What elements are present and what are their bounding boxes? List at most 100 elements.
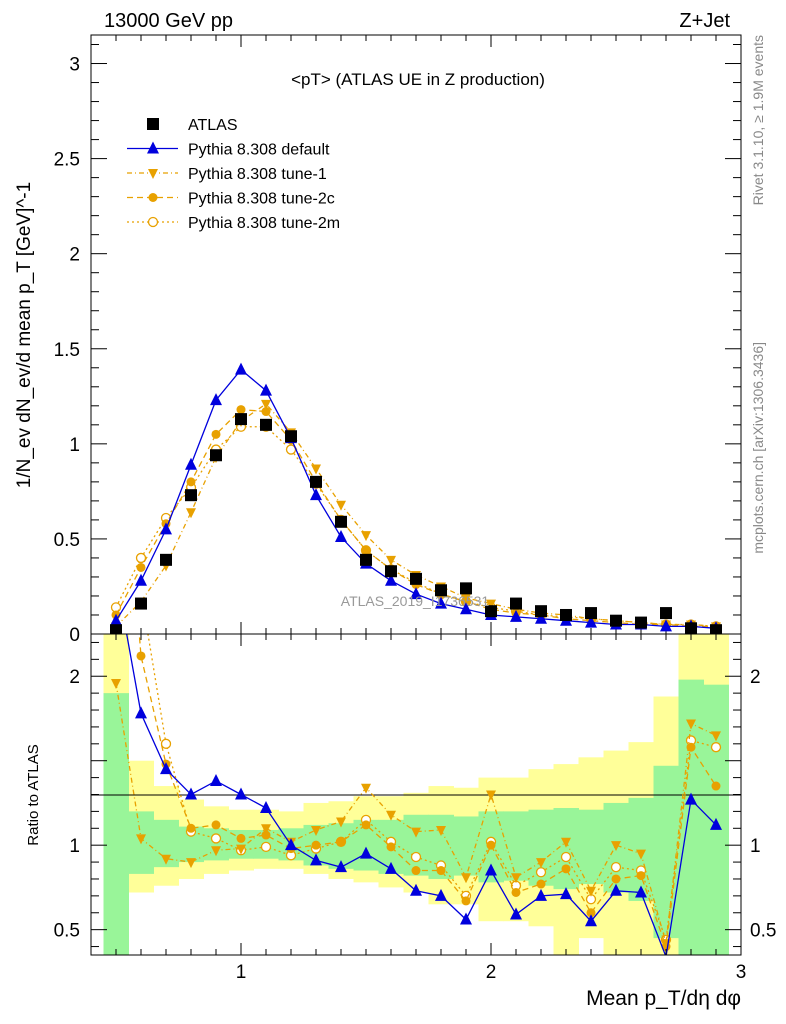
- ratio-point: [510, 907, 522, 920]
- ratio-point: [185, 787, 197, 800]
- ratio-point: [160, 762, 172, 775]
- top-y-axis-label: 1/N_ev dN_ev/d mean p_T [GeV]^-1: [14, 182, 35, 488]
- ratio-series-default: [126, 634, 722, 955]
- data-point: [136, 562, 146, 572]
- data-point: [435, 584, 447, 597]
- data-point: [336, 500, 346, 511]
- ratio-point: [285, 838, 297, 851]
- uncertainty-bands: [103, 634, 729, 955]
- ratio-point: [410, 851, 422, 863]
- data-point: [585, 615, 597, 628]
- band-inner-bin: [103, 693, 129, 955]
- legend-label: Pythia 8.308 tune-2c: [188, 191, 335, 208]
- y-tick-label: 3: [69, 55, 80, 76]
- ratio-point: [260, 841, 272, 853]
- ratio-point: [460, 912, 472, 925]
- ratio-point: [610, 883, 622, 896]
- y-tick-label: 1.5: [54, 340, 80, 361]
- data-point: [210, 393, 222, 406]
- ratio-y-tick-label: 2: [69, 667, 80, 688]
- x-tick-labels: 1 2 3: [236, 962, 747, 983]
- data-point: [510, 609, 522, 622]
- data-point: [211, 429, 221, 439]
- data-point: [186, 508, 196, 519]
- ratio-point: [211, 846, 221, 857]
- ratio-point: [486, 840, 496, 850]
- header-left: 13000 GeV pp: [104, 10, 233, 32]
- x-axis-label: Mean p_T/dη dφ: [586, 987, 741, 1010]
- ratio-panel: 0.5 0.5 1 1 2 2 1 2 3 Ratio to ATLAS Mean p_T/d…: [25, 633, 777, 1010]
- ratio-point: [210, 773, 222, 786]
- top-panel: 0 0.5 1 1.5 2 2.5 3 <pT> (ATLAS UE in Z produc…: [14, 34, 742, 646]
- ratio-point: [561, 837, 571, 848]
- data-point: [460, 602, 472, 615]
- ratio-point: [410, 883, 422, 896]
- data-point: [386, 555, 396, 566]
- legend-marker: [147, 118, 159, 130]
- ratio-point: [311, 840, 321, 850]
- ratio-point: [535, 888, 547, 901]
- data-point: [485, 605, 497, 618]
- band-inner-bin: [453, 816, 479, 876]
- data-point: [585, 607, 597, 620]
- data-point: [385, 565, 397, 578]
- ratio-point: [560, 851, 572, 863]
- ratio-axis-ticks: [90, 634, 742, 955]
- data-point: [385, 573, 397, 586]
- ratio-point: [486, 790, 496, 801]
- ratio-point: [336, 817, 346, 828]
- data-point: [335, 530, 347, 543]
- ratio-point: [386, 810, 396, 821]
- data-point: [635, 616, 647, 629]
- data-point: [110, 613, 122, 626]
- ratio-point: [610, 861, 622, 873]
- ratio-point: [310, 853, 322, 866]
- band-inner-bin: [578, 809, 604, 885]
- ratio-y-tick-label-right: 2: [750, 667, 761, 688]
- ratio-point: [511, 887, 521, 897]
- top-y-tick-labels: 0 0.5 1 1.5 2 2.5 3: [54, 55, 80, 646]
- ratio-point: [685, 792, 697, 805]
- ratio-point: [710, 742, 722, 753]
- ratio-point: [461, 873, 471, 884]
- header-right: Z+Jet: [679, 10, 730, 32]
- watermark: ATLAS_2019_I1736531: [341, 593, 490, 609]
- data-point: [185, 457, 197, 470]
- ratio-point: [611, 841, 621, 852]
- ratio-point: [135, 706, 147, 719]
- data-point: [235, 413, 247, 426]
- data-point: [335, 515, 347, 528]
- data-point: [110, 624, 122, 637]
- ratio-y-tick-label: 0.5: [54, 921, 80, 942]
- ratio-point: [536, 858, 546, 869]
- ratio-point: [585, 914, 597, 927]
- legend-marker: [148, 193, 158, 202]
- x-tick-label: 3: [736, 962, 747, 983]
- ratio-point: [436, 866, 446, 876]
- data-point: [361, 545, 371, 555]
- ratio-y-axis-label: Ratio to ATLAS: [25, 744, 42, 845]
- ratio-point: [186, 858, 196, 869]
- data-point: [610, 614, 622, 627]
- data-point: [160, 522, 172, 535]
- x-tick-label: 1: [236, 962, 247, 983]
- data-point: [660, 607, 672, 620]
- ratio-point: [336, 837, 346, 847]
- series-data: [110, 413, 722, 637]
- data-point: [535, 605, 547, 618]
- ratio-point: [636, 871, 646, 881]
- top-axis-ticks: [90, 35, 742, 635]
- rivet-label: Rivet 3.1.10, ≥ 1.9M events: [750, 35, 766, 205]
- band-inner-bin: [503, 811, 529, 881]
- ratio-point: [611, 874, 621, 884]
- ratio-point: [335, 860, 347, 873]
- data-point: [710, 624, 722, 637]
- y-tick-label: 0.5: [54, 530, 80, 551]
- ratio-point: [260, 801, 272, 814]
- ratio-point: [686, 742, 696, 752]
- data-point: [260, 383, 272, 396]
- ratio-y-tick-labels: 0.5 0.5 1 1 2 2: [54, 667, 777, 941]
- ratio-point: [535, 867, 547, 878]
- ratio-point: [186, 823, 196, 833]
